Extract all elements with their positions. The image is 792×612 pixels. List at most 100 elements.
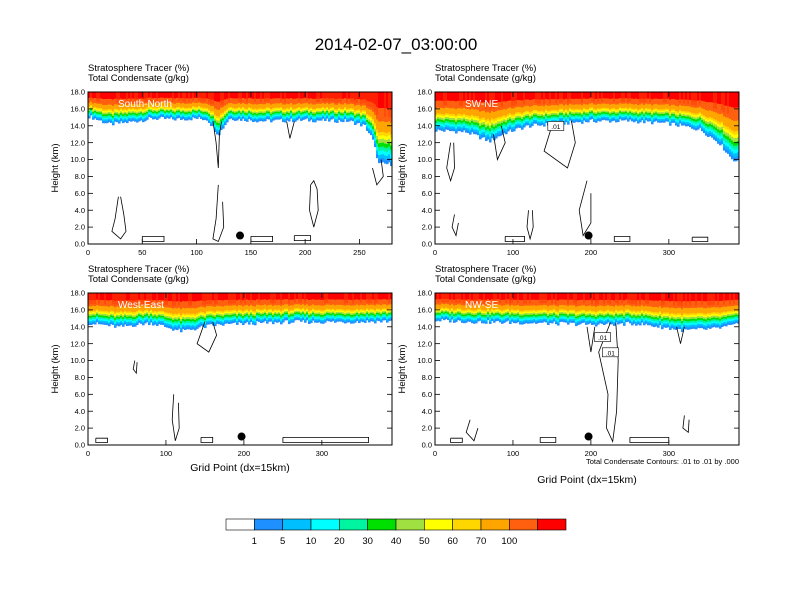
tracer-cell bbox=[96, 115, 99, 117]
tracer-cell bbox=[148, 323, 151, 326]
tracer-cell bbox=[312, 318, 315, 321]
tracer-cell bbox=[118, 118, 121, 121]
tracer-cell bbox=[499, 110, 502, 118]
tracer-cell bbox=[511, 116, 514, 119]
tracer-cell bbox=[192, 313, 195, 316]
tracer-cell bbox=[737, 133, 739, 138]
tracer-cell bbox=[248, 310, 251, 313]
tracer-cell bbox=[603, 111, 606, 114]
tracer-cell bbox=[326, 115, 329, 118]
tracer-cell bbox=[581, 105, 584, 111]
tracer-cell bbox=[128, 119, 131, 122]
tracer-cell bbox=[102, 109, 105, 112]
tracer-cell bbox=[603, 118, 606, 120]
tracer-cell bbox=[230, 316, 233, 319]
tracer-cell bbox=[535, 111, 538, 114]
tracer-cell bbox=[182, 301, 185, 309]
tracer-cell bbox=[314, 320, 317, 323]
tracer-cell bbox=[200, 321, 203, 325]
tracer-cell bbox=[136, 109, 139, 112]
tracer-cell bbox=[104, 321, 107, 324]
tracer-cell bbox=[697, 125, 700, 128]
tracer-cell bbox=[312, 115, 315, 118]
tracer-cell bbox=[334, 110, 337, 113]
tracer-cell bbox=[731, 130, 734, 134]
tracer-cell bbox=[162, 106, 165, 108]
tracer-cell bbox=[362, 116, 365, 119]
tracer-cell bbox=[306, 116, 309, 119]
tracer-cell bbox=[162, 111, 165, 113]
tracer-cell bbox=[521, 107, 524, 114]
tracer-cell bbox=[533, 112, 536, 115]
tracer-cell bbox=[184, 110, 187, 113]
tracer-cell bbox=[208, 104, 211, 110]
tracer-cell bbox=[729, 92, 732, 107]
tracer-cell bbox=[671, 92, 674, 100]
tracer-cell bbox=[565, 111, 568, 114]
tracer-cell bbox=[110, 320, 113, 323]
tracer-cell bbox=[567, 113, 570, 116]
tracer-cell bbox=[322, 305, 325, 311]
tracer-cell bbox=[204, 107, 207, 110]
tracer-cell bbox=[667, 110, 670, 112]
tracer-cell bbox=[308, 305, 311, 311]
tracer-cell bbox=[719, 114, 722, 123]
tracer-cell bbox=[384, 159, 387, 164]
tracer-cell bbox=[725, 105, 728, 118]
tracer-cell bbox=[507, 116, 510, 119]
tracer-cell bbox=[182, 112, 185, 115]
tracer-cell bbox=[705, 128, 708, 131]
tracer-cell bbox=[106, 316, 109, 319]
tracer-cell bbox=[100, 92, 103, 99]
tracer-cell bbox=[196, 324, 199, 327]
tracer-cell bbox=[595, 120, 598, 123]
tracer-cell bbox=[186, 308, 189, 314]
tracer-cell bbox=[122, 115, 125, 119]
tracer-cell bbox=[272, 109, 275, 112]
tracer-cell bbox=[491, 132, 494, 136]
tracer-cell bbox=[350, 109, 353, 112]
tracer-cell bbox=[575, 108, 578, 111]
tracer-cell bbox=[322, 313, 325, 316]
tracer-cell bbox=[132, 312, 135, 315]
tracer-cell bbox=[501, 120, 504, 124]
tracer-streak bbox=[350, 92, 353, 102]
tracer-cell bbox=[312, 293, 315, 300]
tracer-cell bbox=[573, 120, 576, 123]
tracer-cell bbox=[272, 318, 275, 321]
tracer-cell bbox=[194, 308, 197, 315]
tracer-cell bbox=[729, 142, 732, 146]
tracer-cell bbox=[228, 322, 231, 325]
tracer-cell bbox=[713, 134, 716, 138]
tracer-cell bbox=[346, 113, 349, 116]
tracer-cell bbox=[575, 116, 578, 119]
tracer-cell bbox=[276, 314, 279, 317]
tracer-cell bbox=[236, 312, 239, 315]
tracer-cell bbox=[300, 315, 303, 318]
tracer-cell bbox=[577, 117, 580, 119]
tracer-cell bbox=[553, 92, 556, 100]
tracer-cell bbox=[100, 118, 103, 121]
tracer-cell bbox=[693, 121, 696, 124]
tracer-cell bbox=[298, 316, 301, 319]
tracer-cell bbox=[90, 105, 93, 107]
tracer-cell bbox=[124, 108, 127, 111]
tracer-cell bbox=[294, 118, 297, 121]
tracer-cell bbox=[166, 110, 169, 113]
tracer-cell bbox=[581, 113, 584, 116]
tracer-cell bbox=[278, 107, 281, 110]
tracer-cell bbox=[697, 118, 700, 122]
tracer-cell bbox=[725, 142, 728, 146]
tracer-cell bbox=[244, 98, 247, 105]
tracer-cell bbox=[655, 103, 658, 109]
tracer-cell bbox=[236, 118, 239, 121]
tracer-cell bbox=[667, 111, 670, 114]
tracer-cell bbox=[220, 117, 223, 120]
tracer-cell bbox=[611, 112, 614, 115]
tracer-cell bbox=[282, 92, 285, 100]
tracer-cell bbox=[605, 109, 608, 112]
tracer-streak bbox=[340, 92, 343, 103]
tracer-cell bbox=[146, 313, 149, 316]
tracer-cell bbox=[206, 322, 209, 325]
tracer-cell bbox=[112, 317, 115, 320]
